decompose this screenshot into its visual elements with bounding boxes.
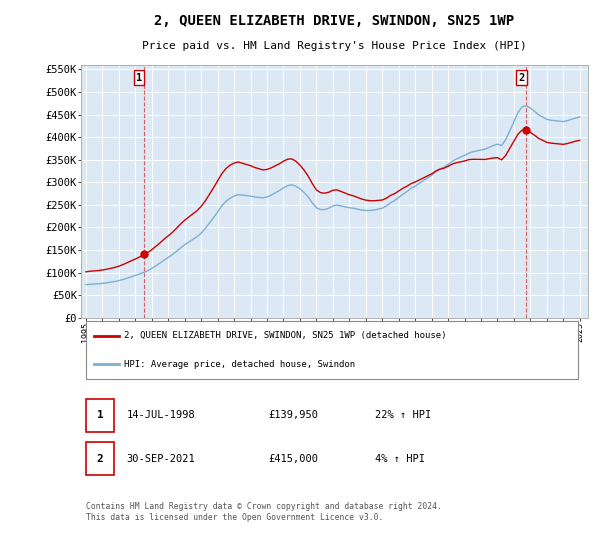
Text: 30-SEP-2021: 30-SEP-2021 — [127, 454, 196, 464]
Text: 1: 1 — [136, 73, 142, 82]
Text: 14-JUL-1998: 14-JUL-1998 — [127, 410, 196, 421]
Text: 1: 1 — [97, 410, 103, 421]
Text: 2: 2 — [97, 454, 103, 464]
Text: 4% ↑ HPI: 4% ↑ HPI — [375, 454, 425, 464]
Text: Contains HM Land Registry data © Crown copyright and database right 2024.
This d: Contains HM Land Registry data © Crown c… — [86, 502, 442, 521]
Text: £139,950: £139,950 — [269, 410, 319, 421]
Text: HPI: Average price, detached house, Swindon: HPI: Average price, detached house, Swin… — [124, 360, 355, 368]
FancyBboxPatch shape — [86, 321, 578, 379]
Text: 2: 2 — [518, 73, 524, 82]
Text: £415,000: £415,000 — [269, 454, 319, 464]
FancyBboxPatch shape — [86, 442, 114, 475]
Text: 2, QUEEN ELIZABETH DRIVE, SWINDON, SN25 1WP (detached house): 2, QUEEN ELIZABETH DRIVE, SWINDON, SN25 … — [124, 331, 446, 340]
Text: 2, QUEEN ELIZABETH DRIVE, SWINDON, SN25 1WP: 2, QUEEN ELIZABETH DRIVE, SWINDON, SN25 … — [154, 14, 515, 28]
FancyBboxPatch shape — [86, 399, 114, 432]
Text: 22% ↑ HPI: 22% ↑ HPI — [375, 410, 431, 421]
Text: Price paid vs. HM Land Registry's House Price Index (HPI): Price paid vs. HM Land Registry's House … — [142, 41, 527, 51]
